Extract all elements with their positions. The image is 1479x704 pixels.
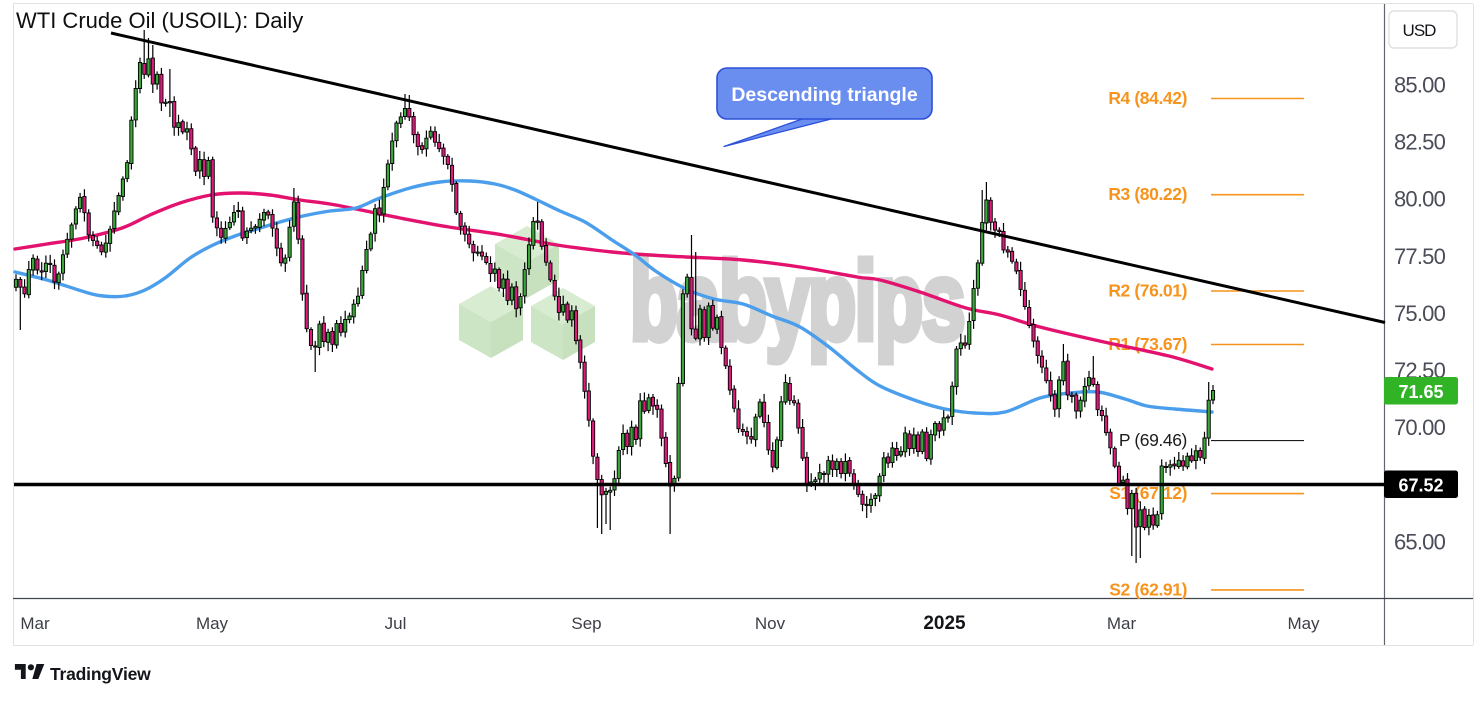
svg-text:R4 (84.42): R4 (84.42): [1108, 88, 1187, 108]
svg-text:Jul: Jul: [385, 614, 407, 633]
svg-text:TradingView: TradingView: [50, 664, 151, 684]
svg-text:80.00: 80.00: [1394, 187, 1446, 212]
svg-text:babypips: babypips: [630, 240, 964, 363]
svg-text:2025: 2025: [923, 613, 966, 634]
svg-text:R2 (76.01): R2 (76.01): [1108, 281, 1187, 301]
svg-text:71.65: 71.65: [1398, 382, 1443, 402]
svg-text:67.52: 67.52: [1398, 476, 1443, 496]
svg-text:WTI Crude Oil (USOIL): Daily: WTI Crude Oil (USOIL): Daily: [16, 8, 303, 33]
svg-text:May: May: [196, 614, 229, 633]
svg-text:70.00: 70.00: [1394, 415, 1446, 440]
svg-text:Nov: Nov: [755, 614, 786, 633]
svg-text:Sep: Sep: [571, 614, 601, 633]
svg-text:82.50: 82.50: [1394, 130, 1446, 155]
svg-text:P (69.46): P (69.46): [1119, 430, 1187, 450]
svg-text:77.50: 77.50: [1394, 244, 1446, 269]
svg-text:Mar: Mar: [20, 614, 50, 633]
svg-text:75.00: 75.00: [1394, 301, 1446, 326]
svg-text:65.00: 65.00: [1394, 530, 1446, 555]
svg-text:85.00: 85.00: [1394, 72, 1446, 97]
svg-text:May: May: [1287, 614, 1320, 633]
svg-text:Mar: Mar: [1107, 614, 1137, 633]
svg-text:USD: USD: [1403, 21, 1437, 40]
svg-text:R3 (80.22): R3 (80.22): [1108, 184, 1187, 204]
svg-text:Descending triangle: Descending triangle: [731, 84, 918, 106]
svg-text:S2 (62.91): S2 (62.91): [1109, 579, 1187, 599]
svg-text:R1 (73.67): R1 (73.67): [1108, 334, 1187, 354]
